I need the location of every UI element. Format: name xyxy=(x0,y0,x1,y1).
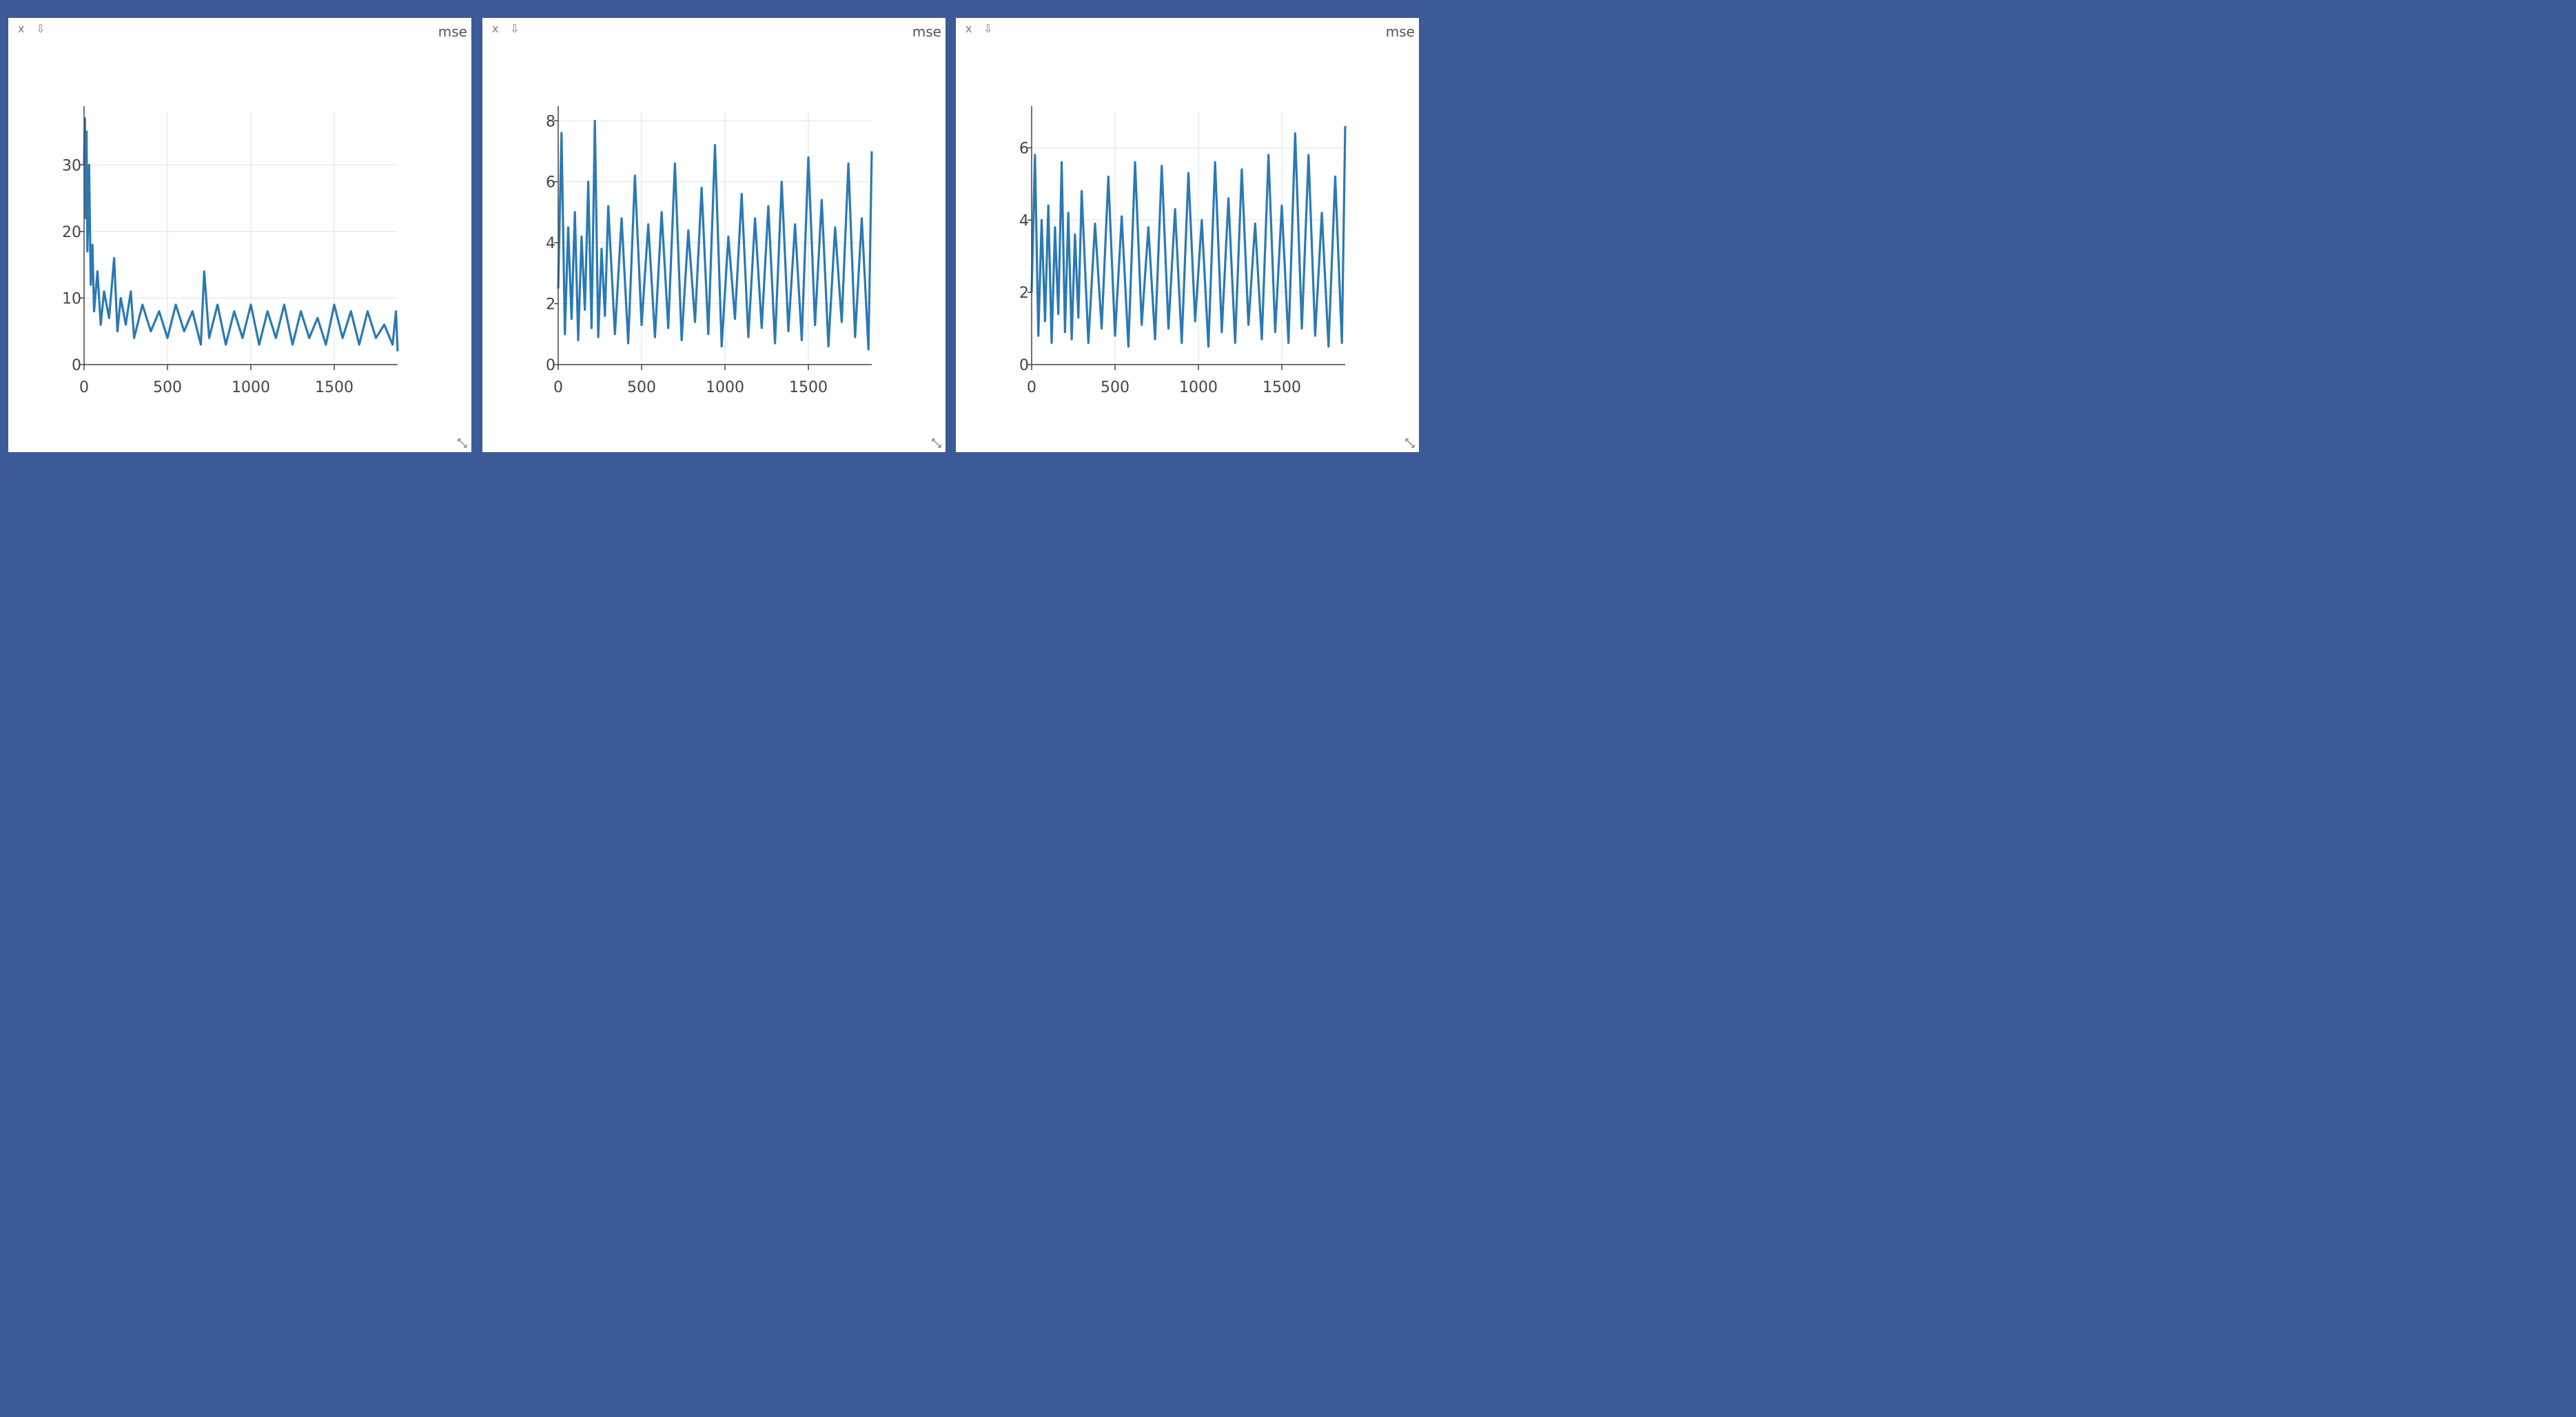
plot-pane: x ⇩ mse 0 500 1000 1500 0 10 20 30 xyxy=(8,18,471,452)
y-tick-label: 8 xyxy=(546,113,555,130)
x-tick-label: 1500 xyxy=(789,379,828,396)
x-tick-label: 1000 xyxy=(232,379,270,396)
x-tick-label: 1000 xyxy=(1179,379,1218,396)
resize-handle-icon[interactable] xyxy=(458,438,467,448)
download-icon[interactable]: ⇩ xyxy=(510,22,520,35)
x-tick-label: 500 xyxy=(1101,379,1129,396)
y-tick-label: 4 xyxy=(546,235,555,252)
download-icon[interactable]: ⇩ xyxy=(983,22,993,35)
download-icon[interactable]: ⇩ xyxy=(36,22,45,35)
x-tick-label: 0 xyxy=(553,379,563,396)
close-icon[interactable]: x xyxy=(492,22,499,35)
x-tick-label: 0 xyxy=(1027,379,1036,396)
line-chart: 0 500 1000 1500 0 2 4 6 xyxy=(1019,106,1347,396)
series-line xyxy=(83,117,399,351)
line-chart: 0 500 1000 1500 0 10 20 30 xyxy=(62,106,399,396)
y-tick-label: 0 xyxy=(1019,357,1029,374)
y-tick-label: 20 xyxy=(62,224,81,241)
x-tick-label: 500 xyxy=(627,379,656,396)
y-tick-label: 2 xyxy=(546,296,555,314)
y-tick-label: 2 xyxy=(1019,285,1029,302)
x-tick-label: 500 xyxy=(153,379,182,396)
y-tick-label: 0 xyxy=(72,357,81,374)
x-tick-label: 1500 xyxy=(1263,379,1301,396)
series-line xyxy=(1030,125,1347,348)
close-icon[interactable]: x xyxy=(965,22,972,35)
x-tick-label: 0 xyxy=(79,379,89,396)
close-icon[interactable]: x xyxy=(18,22,25,35)
y-tick-label: 6 xyxy=(546,174,555,192)
resize-handle-icon[interactable] xyxy=(1405,438,1415,448)
y-tick-label: 30 xyxy=(62,157,81,174)
pane-title: mse xyxy=(912,23,941,40)
series-line xyxy=(557,119,873,351)
plot-pane: x ⇩ mse 0 500 1000 1500 0 2 4 6 xyxy=(956,18,1419,452)
plot-pane: x ⇩ mse 0 500 1000 1500 0 2 4 6 8 xyxy=(482,18,945,452)
line-chart: 0 500 1000 1500 0 2 4 6 8 xyxy=(546,106,873,396)
resize-handle-icon[interactable] xyxy=(932,438,941,448)
y-tick-label: 6 xyxy=(1019,140,1029,157)
x-tick-label: 1500 xyxy=(315,379,354,396)
pane-title: mse xyxy=(438,23,467,40)
y-tick-label: 10 xyxy=(62,290,81,307)
y-tick-label: 4 xyxy=(1019,212,1029,230)
pane-title: mse xyxy=(1385,23,1415,40)
y-tick-label: 0 xyxy=(546,357,555,374)
x-tick-label: 1000 xyxy=(706,379,744,396)
